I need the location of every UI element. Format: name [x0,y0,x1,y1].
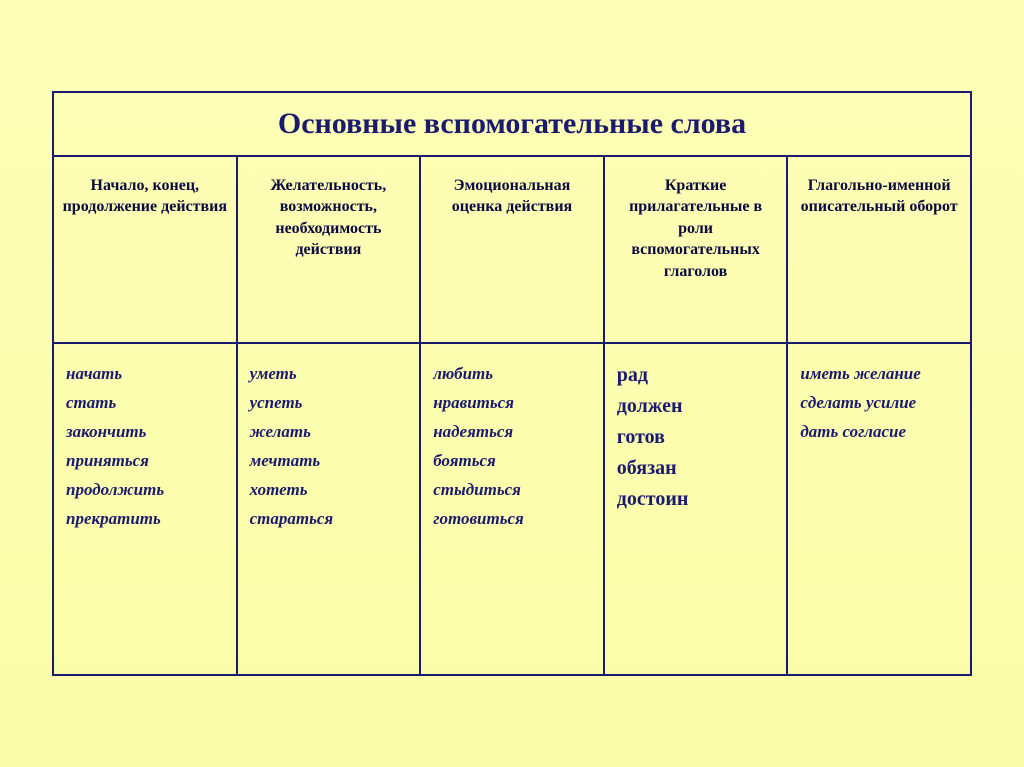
body-cell-2: уметьуспетьжелатьмечтатьхотетьстараться [238,344,422,674]
body-cell-3: любитьнравитьсянадеятьсябоятьсястыдиться… [421,344,605,674]
header-cell-5: Глагольно-именной описательный оборот [788,157,970,343]
header-cell-4: Краткие прилагательные в роли вспомогате… [605,157,789,343]
table-header-row: Начало, конец, продолжение действия Жела… [54,157,970,345]
body-cell-5: иметь желаниесделать усилиедать согласие [788,344,970,674]
body-cell-1: начатьстатьзакончитьпринятьсяпродолжитьп… [54,344,238,674]
table-title: Основные вспомогательные слова [54,93,970,157]
header-cell-1: Начало, конец, продолжение действия [54,157,238,343]
body-cell-4: раддолженготовобязандостоин [605,344,789,674]
header-cell-2: Желательность, возможность, необходимост… [238,157,422,343]
auxiliary-words-table: Основные вспомогательные слова Начало, к… [52,91,972,677]
table-body-row: начатьстатьзакончитьпринятьсяпродолжитьп… [54,344,970,674]
header-cell-3: Эмоциональная оценка действия [421,157,605,343]
